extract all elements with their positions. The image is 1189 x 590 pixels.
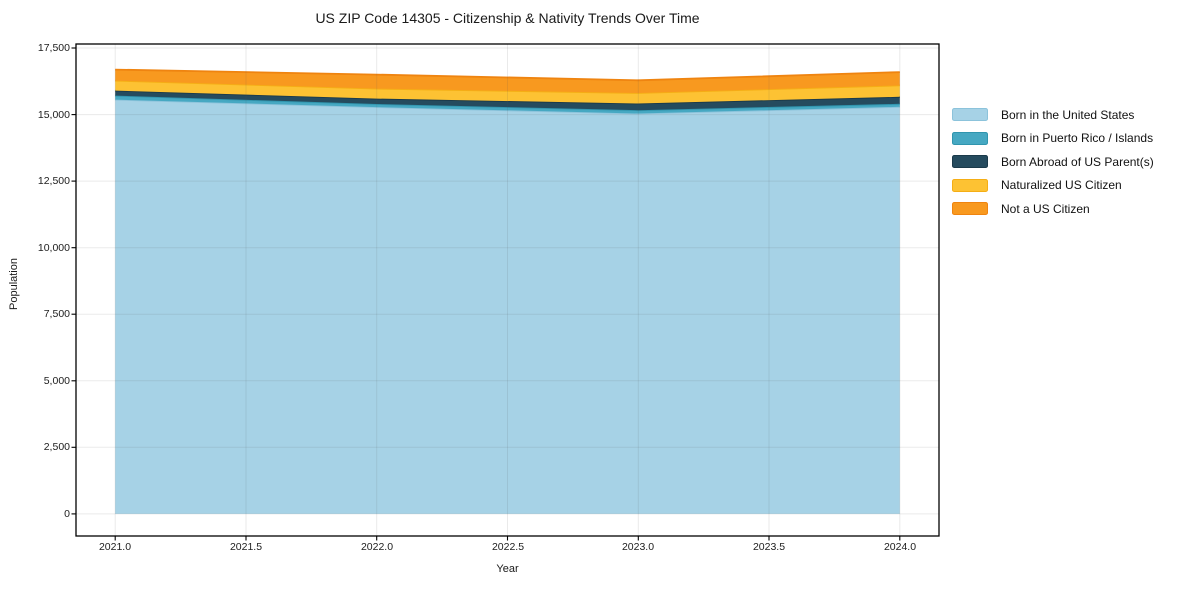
x-tick-label: 2022.0 [360,541,394,553]
legend-label: Not a US Citizen [1001,201,1090,216]
legend-swatch-not-citizen [952,202,988,215]
y-tick-label: 12,500 [37,175,70,187]
y-tick-label: 2,500 [43,441,70,453]
y-axis-label: Population [8,258,20,310]
legend-item: Not a US Citizen [952,201,1154,216]
legend-item: Born Abroad of US Parent(s) [952,154,1154,169]
legend-swatch-born-abroad [952,155,988,168]
chart-title: US ZIP Code 14305 - Citizenship & Nativi… [315,10,700,26]
x-tick-label: 2022.5 [491,541,525,553]
x-tick-label: 2021.5 [229,541,263,553]
x-axis-label: Year [496,563,519,575]
legend-item: Naturalized US Citizen [952,178,1154,192]
y-tick-label: 7,500 [43,308,70,320]
y-tick-label: 17,500 [37,42,70,54]
x-tick-label: 2023.0 [621,541,655,553]
legend-swatch-naturalized [952,178,988,192]
legend-label: Born in Puerto Rico / Islands [1001,131,1154,145]
x-tick-label: 2023.5 [752,541,786,553]
legend-swatch-puerto-rico [952,131,988,145]
legend-label: Born in the United States [1001,107,1135,122]
legend-swatch-born-us [952,108,988,121]
legend-label: Born Abroad of US Parent(s) [1001,154,1154,169]
y-tick-label: 10,000 [37,242,70,254]
legend: Born in the United States Born in Puerto… [952,107,1154,216]
y-tick-label: 0 [64,508,70,520]
legend-label: Naturalized US Citizen [1001,178,1122,192]
x-tick-label: 2021.0 [98,541,132,553]
legend-item: Born in Puerto Rico / Islands [952,131,1154,145]
y-tick-label: 5,000 [43,375,70,387]
legend-item: Born in the United States [952,107,1154,122]
x-tick-label: 2024.0 [883,541,917,553]
y-tick-label: 15,000 [37,109,70,121]
